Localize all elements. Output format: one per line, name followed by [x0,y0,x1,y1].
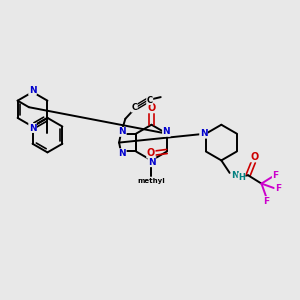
Text: N: N [118,128,126,136]
Text: F: F [275,184,281,193]
Text: N: N [231,171,239,180]
Text: F: F [263,196,270,206]
Text: H: H [238,173,245,182]
Text: methyl: methyl [138,178,165,184]
Text: N: N [148,158,156,167]
Text: F: F [272,171,278,180]
Text: O: O [147,148,155,158]
Text: C: C [147,96,153,105]
Text: N: N [118,149,126,158]
Text: O: O [250,152,258,162]
Text: N: N [200,129,207,138]
Text: N: N [29,86,36,95]
Text: O: O [147,103,156,113]
Text: N: N [29,124,36,133]
Text: C: C [131,103,137,112]
Text: N: N [163,128,170,136]
